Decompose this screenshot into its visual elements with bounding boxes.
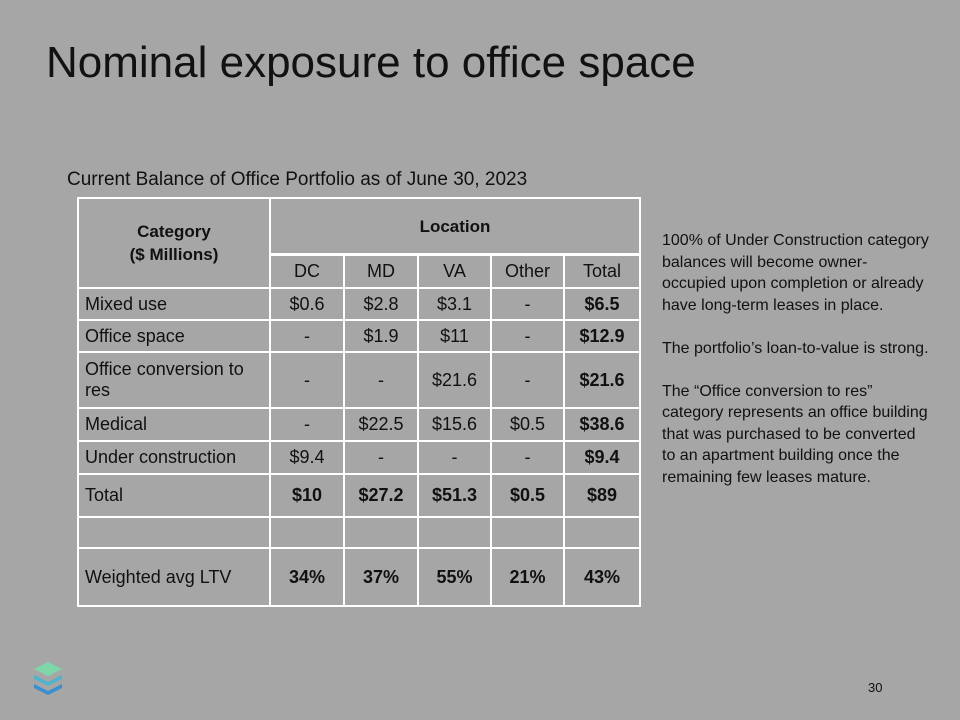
- value-cell: $11: [417, 319, 492, 353]
- value-cell: $9.4: [269, 440, 345, 475]
- value-cell: $12.9: [563, 319, 641, 353]
- value-cell: $89: [563, 473, 641, 518]
- value-cell: $2.8: [343, 287, 419, 321]
- value-cell: $1.9: [343, 319, 419, 353]
- value-cell: 34%: [269, 547, 345, 607]
- column-header: Total: [563, 253, 641, 289]
- value-cell: $10: [269, 473, 345, 518]
- slide-title: Nominal exposure to office space: [46, 38, 696, 87]
- value-cell: -: [269, 319, 345, 353]
- value-cell: 43%: [563, 547, 641, 607]
- column-header: VA: [417, 253, 492, 289]
- value-cell: $3.1: [417, 287, 492, 321]
- empty-row: [77, 516, 641, 549]
- value-cell: $15.6: [417, 407, 492, 442]
- category-cell: Office conversion to res: [77, 351, 271, 409]
- value-cell: 37%: [343, 547, 419, 607]
- value-cell: 55%: [417, 547, 492, 607]
- value-cell: -: [343, 440, 419, 475]
- table: Category ($ Millions) Location DC MD VA Oth…: [77, 197, 641, 607]
- empty-cell: [77, 516, 271, 549]
- page-number: 30: [868, 680, 883, 695]
- column-header: Other: [490, 253, 565, 289]
- empty-cell: [343, 516, 419, 549]
- value-cell: $27.2: [343, 473, 419, 518]
- table-row: Office conversion to res - - $21.6- $21.6: [77, 351, 641, 409]
- header-line: Category: [137, 222, 211, 241]
- header-row: Category ($ Millions) Location: [77, 197, 641, 289]
- category-cell: Medical: [77, 407, 271, 442]
- empty-cell: [269, 516, 345, 549]
- category-cell: Under construction: [77, 440, 271, 475]
- table-caption: Current Balance of Office Portfolio as o…: [67, 169, 528, 190]
- value-cell: $6.5: [563, 287, 641, 321]
- table-row: Weighted avg LTV 34% 37% 55% 21% 43%: [77, 547, 641, 607]
- table-row: Under construction $9.4- - - $9.4: [77, 440, 641, 475]
- empty-cell: [563, 516, 641, 549]
- note: The portfolio’s loan-to-value is strong.: [662, 339, 929, 357]
- value-cell: $0.5: [490, 407, 565, 442]
- column-header: DC: [269, 253, 345, 289]
- column-header: MD: [343, 253, 419, 289]
- subheader-row: DC MD VA Other Total: [78, 253, 641, 289]
- table-row: Office space - $1.9 $11- $12.9: [77, 319, 641, 353]
- table-row: Medical - $22.5 $15.6 $0.5 $38.6: [77, 407, 641, 442]
- table-row: Mixed use $0.6 $2.8 $3.1- $6.5: [77, 287, 641, 321]
- table-body: Category ($ Millions) Location DC MD VA Oth…: [77, 197, 641, 607]
- note: The “Office conversion to res” category …: [662, 382, 928, 486]
- value-cell: $22.5: [343, 407, 419, 442]
- value-cell: -: [269, 351, 345, 409]
- table-row: Total $10 $27.2 $51.3 $0.5 $89: [77, 473, 641, 518]
- logo: [34, 662, 62, 695]
- value-cell: $21.6: [563, 351, 641, 409]
- category-cell: Weighted avg LTV: [77, 547, 271, 607]
- value-cell: $51.3: [417, 473, 492, 518]
- header-cell: Location: [269, 197, 641, 256]
- value-cell: -: [490, 351, 565, 409]
- value-cell: -: [343, 351, 419, 409]
- value-cell: $0.6: [269, 287, 345, 321]
- empty-cell: [490, 516, 565, 549]
- value-cell: $38.6: [563, 407, 641, 442]
- category-cell: Mixed use: [77, 287, 271, 321]
- header-line: ($ Millions): [129, 245, 219, 264]
- notes: 100% of Under Construction category bala…: [662, 230, 930, 510]
- value-cell: $21.6: [417, 351, 492, 409]
- value-cell: 21%: [490, 547, 565, 607]
- value-cell: $0.5: [490, 473, 565, 518]
- value-cell: -: [490, 287, 565, 321]
- header-cell: Category ($ Millions): [77, 197, 271, 289]
- value-cell: $9.4: [563, 440, 641, 475]
- empty-cell: [417, 516, 492, 549]
- note: 100% of Under Construction category bala…: [662, 232, 929, 314]
- category-cell: Total: [77, 473, 271, 518]
- value-cell: -: [269, 407, 345, 442]
- category-cell: Office space: [77, 319, 271, 353]
- value-cell: -: [490, 440, 565, 475]
- value-cell: -: [490, 319, 565, 353]
- value-cell: -: [417, 440, 492, 475]
